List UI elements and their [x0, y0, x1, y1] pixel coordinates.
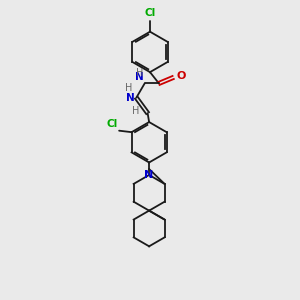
Text: O: O	[176, 71, 185, 81]
Text: H: H	[125, 83, 132, 93]
Text: Cl: Cl	[144, 8, 156, 18]
Text: H: H	[136, 68, 143, 78]
Text: Cl: Cl	[107, 119, 118, 130]
Text: H: H	[132, 106, 139, 116]
Text: N: N	[145, 170, 154, 180]
Text: N: N	[126, 93, 135, 103]
Text: N: N	[135, 72, 143, 82]
